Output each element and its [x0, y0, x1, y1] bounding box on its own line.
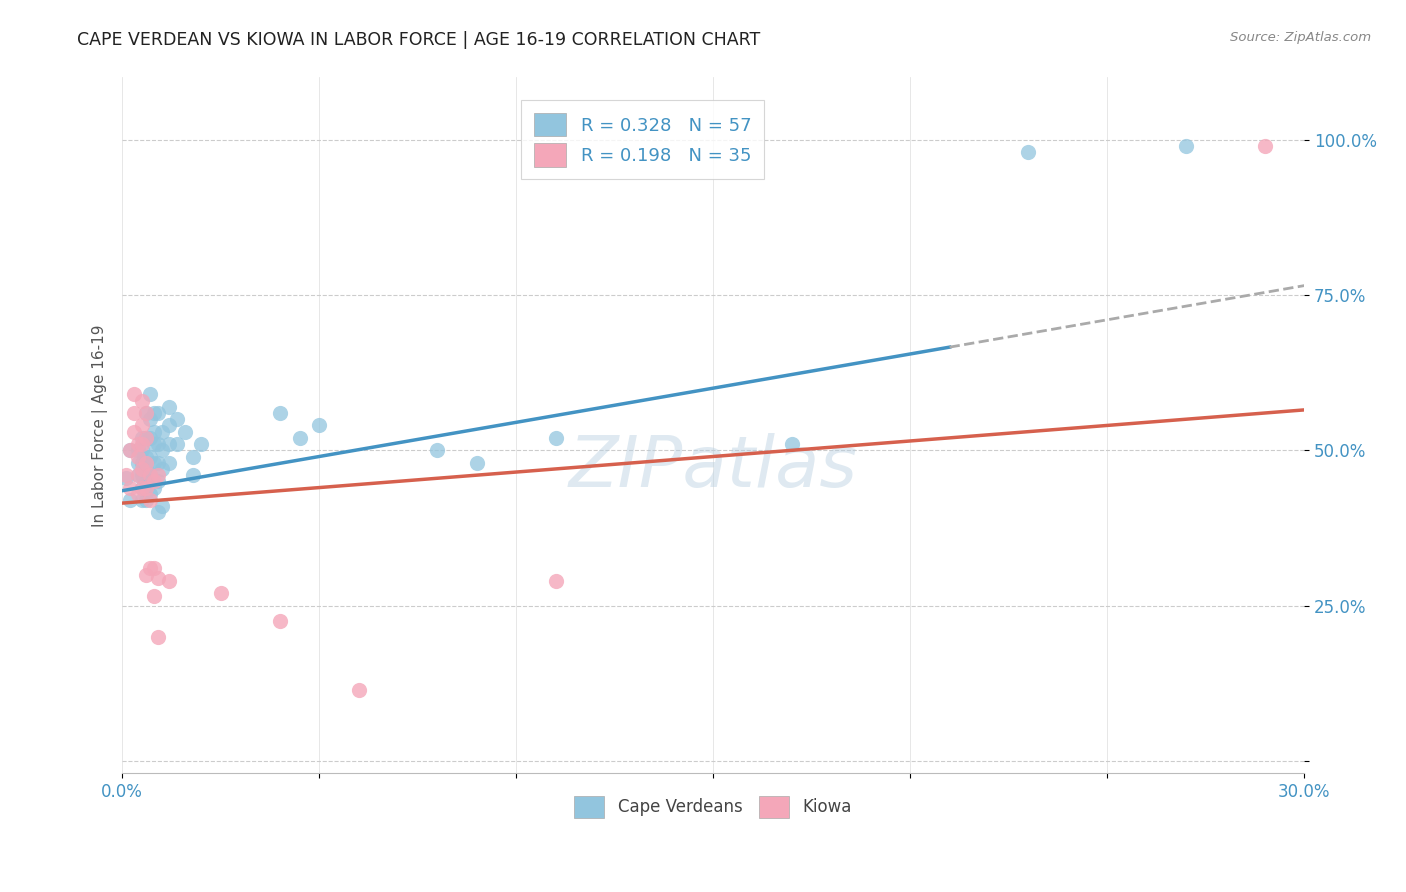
- Point: [127, 468, 149, 483]
- Point: [139, 412, 162, 426]
- Point: [181, 468, 204, 483]
- Point: [174, 425, 197, 439]
- Point: [780, 437, 803, 451]
- Point: [135, 462, 157, 476]
- Point: [146, 437, 169, 451]
- Point: [139, 450, 162, 464]
- Point: [142, 437, 165, 451]
- Point: [131, 443, 153, 458]
- Point: [142, 475, 165, 489]
- Point: [127, 450, 149, 464]
- Point: [131, 481, 153, 495]
- Point: [150, 443, 173, 458]
- Point: [146, 475, 169, 489]
- Point: [139, 487, 162, 501]
- Point: [142, 590, 165, 604]
- Point: [288, 431, 311, 445]
- Point: [544, 431, 567, 445]
- Point: [139, 387, 162, 401]
- Point: [115, 468, 138, 483]
- Text: ZIPatlas: ZIPatlas: [568, 433, 858, 501]
- Point: [115, 471, 138, 485]
- Point: [146, 571, 169, 585]
- Point: [135, 475, 157, 489]
- Point: [159, 437, 181, 451]
- Point: [269, 614, 291, 628]
- Point: [127, 443, 149, 458]
- Point: [139, 468, 162, 483]
- Point: [181, 450, 204, 464]
- Point: [150, 462, 173, 476]
- Point: [146, 456, 169, 470]
- Point: [142, 425, 165, 439]
- Point: [465, 456, 488, 470]
- Point: [131, 481, 153, 495]
- Point: [159, 418, 181, 433]
- Point: [122, 406, 145, 420]
- Point: [127, 456, 149, 470]
- Point: [269, 406, 291, 420]
- Point: [131, 493, 153, 508]
- Point: [135, 456, 157, 470]
- Y-axis label: In Labor Force | Age 16-19: In Labor Force | Age 16-19: [93, 324, 108, 526]
- Point: [131, 393, 153, 408]
- Point: [159, 456, 181, 470]
- Point: [135, 406, 157, 420]
- Point: [139, 468, 162, 483]
- Point: [131, 462, 153, 476]
- Point: [139, 561, 162, 575]
- Point: [142, 406, 165, 420]
- Point: [146, 406, 169, 420]
- Point: [131, 456, 153, 470]
- Point: [150, 500, 173, 514]
- Point: [127, 468, 149, 483]
- Point: [146, 630, 169, 644]
- Point: [1175, 138, 1198, 153]
- Point: [1017, 145, 1039, 159]
- Point: [135, 450, 157, 464]
- Point: [1254, 138, 1277, 153]
- Point: [159, 574, 181, 588]
- Point: [135, 567, 157, 582]
- Point: [131, 418, 153, 433]
- Point: [120, 443, 142, 458]
- Text: Source: ZipAtlas.com: Source: ZipAtlas.com: [1230, 31, 1371, 45]
- Point: [190, 437, 212, 451]
- Point: [426, 443, 449, 458]
- Point: [544, 574, 567, 588]
- Point: [308, 418, 330, 433]
- Point: [135, 481, 157, 495]
- Point: [135, 431, 157, 445]
- Point: [135, 493, 157, 508]
- Point: [131, 431, 153, 445]
- Point: [209, 586, 232, 600]
- Point: [347, 682, 370, 697]
- Point: [120, 443, 142, 458]
- Point: [166, 437, 188, 451]
- Point: [142, 561, 165, 575]
- Text: CAPE VERDEAN VS KIOWA IN LABOR FORCE | AGE 16-19 CORRELATION CHART: CAPE VERDEAN VS KIOWA IN LABOR FORCE | A…: [77, 31, 761, 49]
- Point: [142, 456, 165, 470]
- Point: [122, 425, 145, 439]
- Point: [122, 387, 145, 401]
- Point: [131, 468, 153, 483]
- Point: [135, 431, 157, 445]
- Point: [135, 406, 157, 420]
- Point: [131, 437, 153, 451]
- Point: [146, 505, 169, 519]
- Point: [142, 481, 165, 495]
- Legend: Cape Verdeans, Kiowa: Cape Verdeans, Kiowa: [568, 789, 859, 824]
- Point: [159, 400, 181, 414]
- Point: [127, 487, 149, 501]
- Point: [139, 493, 162, 508]
- Point: [120, 481, 142, 495]
- Point: [166, 412, 188, 426]
- Point: [139, 431, 162, 445]
- Point: [120, 493, 142, 508]
- Point: [146, 468, 169, 483]
- Point: [127, 437, 149, 451]
- Point: [150, 425, 173, 439]
